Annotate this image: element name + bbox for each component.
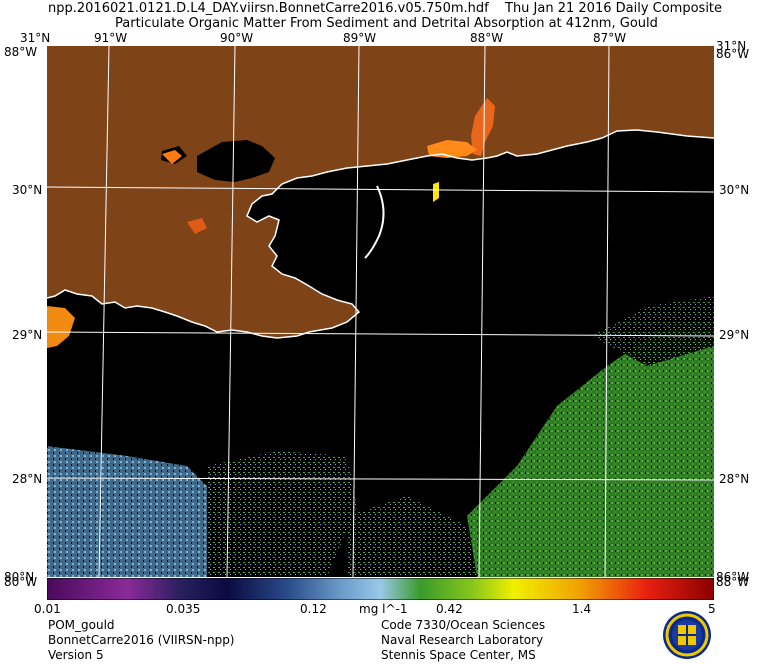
file-name: npp.2016021.0121.D.L4_DAY.viirsn.BonnetC… <box>48 1 489 16</box>
colorbar-label-1: 0.035 <box>166 602 201 616</box>
org-name: Naval Research Laboratory <box>381 633 544 647</box>
product-name: POM_gould <box>48 618 115 632</box>
ocean-color-map <box>47 46 714 577</box>
lon-tick-90w: 90°W <box>220 31 254 45</box>
lon-tick-89w: 89°W <box>343 31 377 45</box>
lon-tick-91w: 91°W <box>94 31 128 45</box>
green-plume-east <box>467 321 714 577</box>
org-location: Stennis Space Center, MS <box>381 648 536 662</box>
coastline <box>47 129 714 339</box>
lat-tick-right-28n: 28°N <box>719 472 750 486</box>
colorbar-label-3: 0.42 <box>436 602 463 616</box>
graticule <box>47 46 714 577</box>
colorbar-label-2: 0.12 <box>300 602 327 616</box>
lat-tick-left-29n: 29°N <box>12 328 43 342</box>
chandeleur-yellow <box>433 182 439 202</box>
org-code: Code 7330/Ocean Sciences <box>381 618 546 632</box>
green-plume-mid <box>592 296 714 366</box>
composite-date: Thu Jan 21 2016 Daily Composite <box>505 1 723 16</box>
lat-tick-right-29n: 29°N <box>719 328 750 342</box>
corner-bottom-right-lat: 88°W <box>716 575 750 589</box>
lat-tick-right-30n: 30°N <box>719 183 750 197</box>
corner-top-left-lat: 31°N <box>20 31 51 45</box>
nrl-seal-logo <box>663 611 711 659</box>
lon-tick-87w: 87°W <box>593 31 627 45</box>
lake-west-plume <box>187 218 207 234</box>
corner-bottom-right-lon: 86°W <box>716 570 750 584</box>
corner-bottom-left-lat: 80°N <box>4 570 35 584</box>
colorbar-unit: mg l^-1 <box>359 602 408 616</box>
lon-tick-88w: 88°W <box>470 31 504 45</box>
mobile-bay-plume <box>471 98 495 156</box>
region-name: BonnetCarre2016 (VIIRSN-npp) <box>48 633 235 647</box>
land-mass <box>47 46 714 338</box>
version: Version 5 <box>48 648 104 662</box>
colorbar-label-0: 0.01 <box>34 602 61 616</box>
coastal-plume-west <box>47 306 75 348</box>
map-subtitle: Particulate Organic Matter From Sediment… <box>115 16 658 31</box>
mixed-plume-central <box>207 451 357 577</box>
colorbar-label-5: 5 <box>708 602 716 616</box>
mixed-plume-south <box>347 496 477 577</box>
colorbar-label-4: 1.4 <box>572 602 592 616</box>
pontchartrain-plume <box>162 150 182 164</box>
corner-top-right-lat: 31°N <box>716 39 747 53</box>
lat-tick-left-30n: 30°N <box>12 183 43 197</box>
colorbar <box>47 578 714 600</box>
lake-pontchartrain <box>197 140 275 182</box>
corner-bottom-left-lon: 80°W <box>4 575 38 589</box>
mobile-bay-mouth <box>427 140 477 158</box>
corner-top-right-lon: 86°W <box>716 47 750 61</box>
chandeleur-islands <box>364 185 385 259</box>
corner-top-left-lon: 88°W <box>4 45 38 59</box>
lat-tick-left-28n: 28°N <box>12 472 43 486</box>
